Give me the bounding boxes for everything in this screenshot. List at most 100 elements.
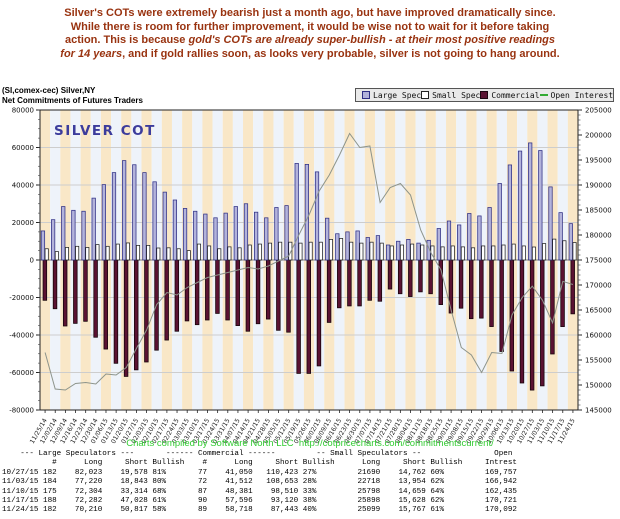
credit-link[interactable]: http://cotpricecharts.com/commitmentscur…	[298, 438, 494, 449]
bars-small-spec	[44, 238, 577, 261]
bar-large-spec	[325, 217, 330, 261]
bar-commercial	[103, 259, 108, 350]
bar-commercial	[529, 259, 535, 391]
bar-small-spec	[85, 247, 90, 261]
bar-small-spec	[65, 247, 70, 261]
bar-small-spec	[542, 243, 547, 261]
bar-large-spec	[446, 220, 452, 261]
left-axis-label: -20000	[9, 294, 34, 302]
bar-small-spec	[268, 242, 273, 261]
bar-commercial	[73, 259, 78, 324]
bar-commercial	[164, 259, 169, 341]
bar-small-spec	[237, 247, 242, 261]
right-axis-label: 185000	[585, 207, 612, 215]
bar-commercial	[52, 259, 58, 310]
left-axis-label: 60000	[12, 144, 34, 152]
bar-commercial	[245, 259, 251, 332]
intro-text: action. This is because	[64, 34, 189, 47]
chart-header: (SI,comex-cec) Silver,NY Net Commitments…	[2, 86, 143, 105]
bar-large-spec	[243, 203, 249, 261]
bar-small-spec	[562, 240, 567, 261]
bar-commercial	[174, 259, 180, 332]
bar-small-spec	[318, 241, 323, 261]
bar-large-spec	[426, 239, 431, 261]
intro-line: Silver's COTs were extremely bearish jus…	[26, 7, 594, 21]
bar-commercial	[255, 259, 261, 325]
legend-square-icon	[421, 91, 430, 99]
bar-commercial	[560, 259, 565, 327]
bar-small-spec	[410, 243, 415, 261]
x-axis: 11/25/1412/02/1412/09/1412/16/1412/23/14…	[29, 410, 577, 445]
bar-large-spec	[457, 224, 462, 261]
intro-paragraph: Silver's COTs were extremely bearish jus…	[26, 7, 594, 61]
open-interest-line	[44, 132, 574, 391]
bar-small-spec	[115, 243, 120, 261]
right-axis: 205000 200000 195000 190000 185000 180000 1750…	[578, 107, 612, 415]
bar-small-spec	[389, 245, 394, 261]
chart-header-symbol: (SI,comex-cec) Silver,NY	[2, 86, 96, 95]
bar-large-spec	[203, 213, 208, 261]
intro-text: , and if gold rallies soon, as looks ver…	[122, 47, 560, 60]
bar-small-spec	[207, 245, 212, 261]
bar-commercial	[326, 259, 332, 323]
bar-small-spec	[278, 241, 283, 261]
bar-small-spec	[349, 241, 354, 261]
legend-item-large-spec: Large Spec	[362, 91, 421, 100]
bar-small-spec	[450, 245, 455, 261]
bar-small-spec	[572, 242, 577, 261]
left-axis-label: -40000	[9, 332, 34, 340]
legend-square-icon	[362, 91, 370, 99]
bar-large-spec	[40, 230, 46, 261]
bar-small-spec	[420, 244, 425, 261]
bar-small-spec	[105, 245, 110, 261]
bar-commercial	[469, 259, 474, 320]
bar-small-spec	[247, 244, 252, 261]
intro-text: Silver's COTs were extremely bearish jus…	[64, 7, 556, 19]
right-axis-label: 160000	[585, 332, 612, 340]
bar-small-spec	[481, 245, 486, 261]
bar-small-spec	[511, 243, 516, 261]
legend-label: Small Spec	[432, 90, 481, 100]
right-axis-label: 200000	[585, 132, 612, 140]
bar-large-spec	[507, 164, 512, 261]
bar-commercial	[83, 259, 88, 322]
bar-large-spec	[294, 163, 299, 261]
bar-large-spec	[396, 240, 401, 261]
bar-small-spec	[298, 242, 303, 261]
intro-line: for 14 years, and if gold rallies soon, …	[26, 48, 594, 62]
bar-commercial	[540, 259, 545, 387]
bar-commercial	[458, 259, 464, 309]
left-axis-label: 40000	[12, 182, 34, 190]
legend-label: Commercial	[491, 90, 540, 100]
bar-commercial	[286, 259, 291, 333]
bar-large-spec	[517, 150, 523, 261]
bar-commercial	[397, 259, 403, 295]
bar-commercial	[418, 259, 423, 293]
bar-commercial	[93, 259, 98, 338]
bar-commercial	[489, 259, 494, 327]
legend-label: Open Interest	[550, 90, 614, 100]
bar-large-spec	[213, 217, 218, 261]
bar-large-spec	[385, 244, 391, 261]
bar-small-spec	[44, 248, 49, 261]
bar-small-spec	[257, 243, 262, 261]
bar-large-spec	[81, 210, 86, 261]
bar-large-spec	[50, 219, 56, 261]
bar-commercial	[62, 259, 68, 327]
legend-dash-icon	[539, 94, 548, 96]
bar-commercial	[113, 259, 119, 364]
bar-small-spec	[227, 246, 232, 261]
bar-commercial	[184, 259, 190, 322]
right-axis-label: 145000	[585, 407, 612, 415]
bar-small-spec	[460, 246, 465, 261]
left-axis-label: 80000	[12, 107, 34, 115]
bar-small-spec	[95, 244, 100, 261]
bar-large-spec	[162, 191, 167, 261]
bar-commercial	[316, 259, 322, 367]
bar-large-spec	[416, 242, 421, 261]
legend-square-icon	[480, 91, 489, 99]
bar-large-spec	[335, 233, 340, 261]
right-axis-label: 195000	[585, 157, 612, 165]
bar-large-spec	[71, 209, 76, 261]
bar-large-spec	[477, 215, 482, 261]
